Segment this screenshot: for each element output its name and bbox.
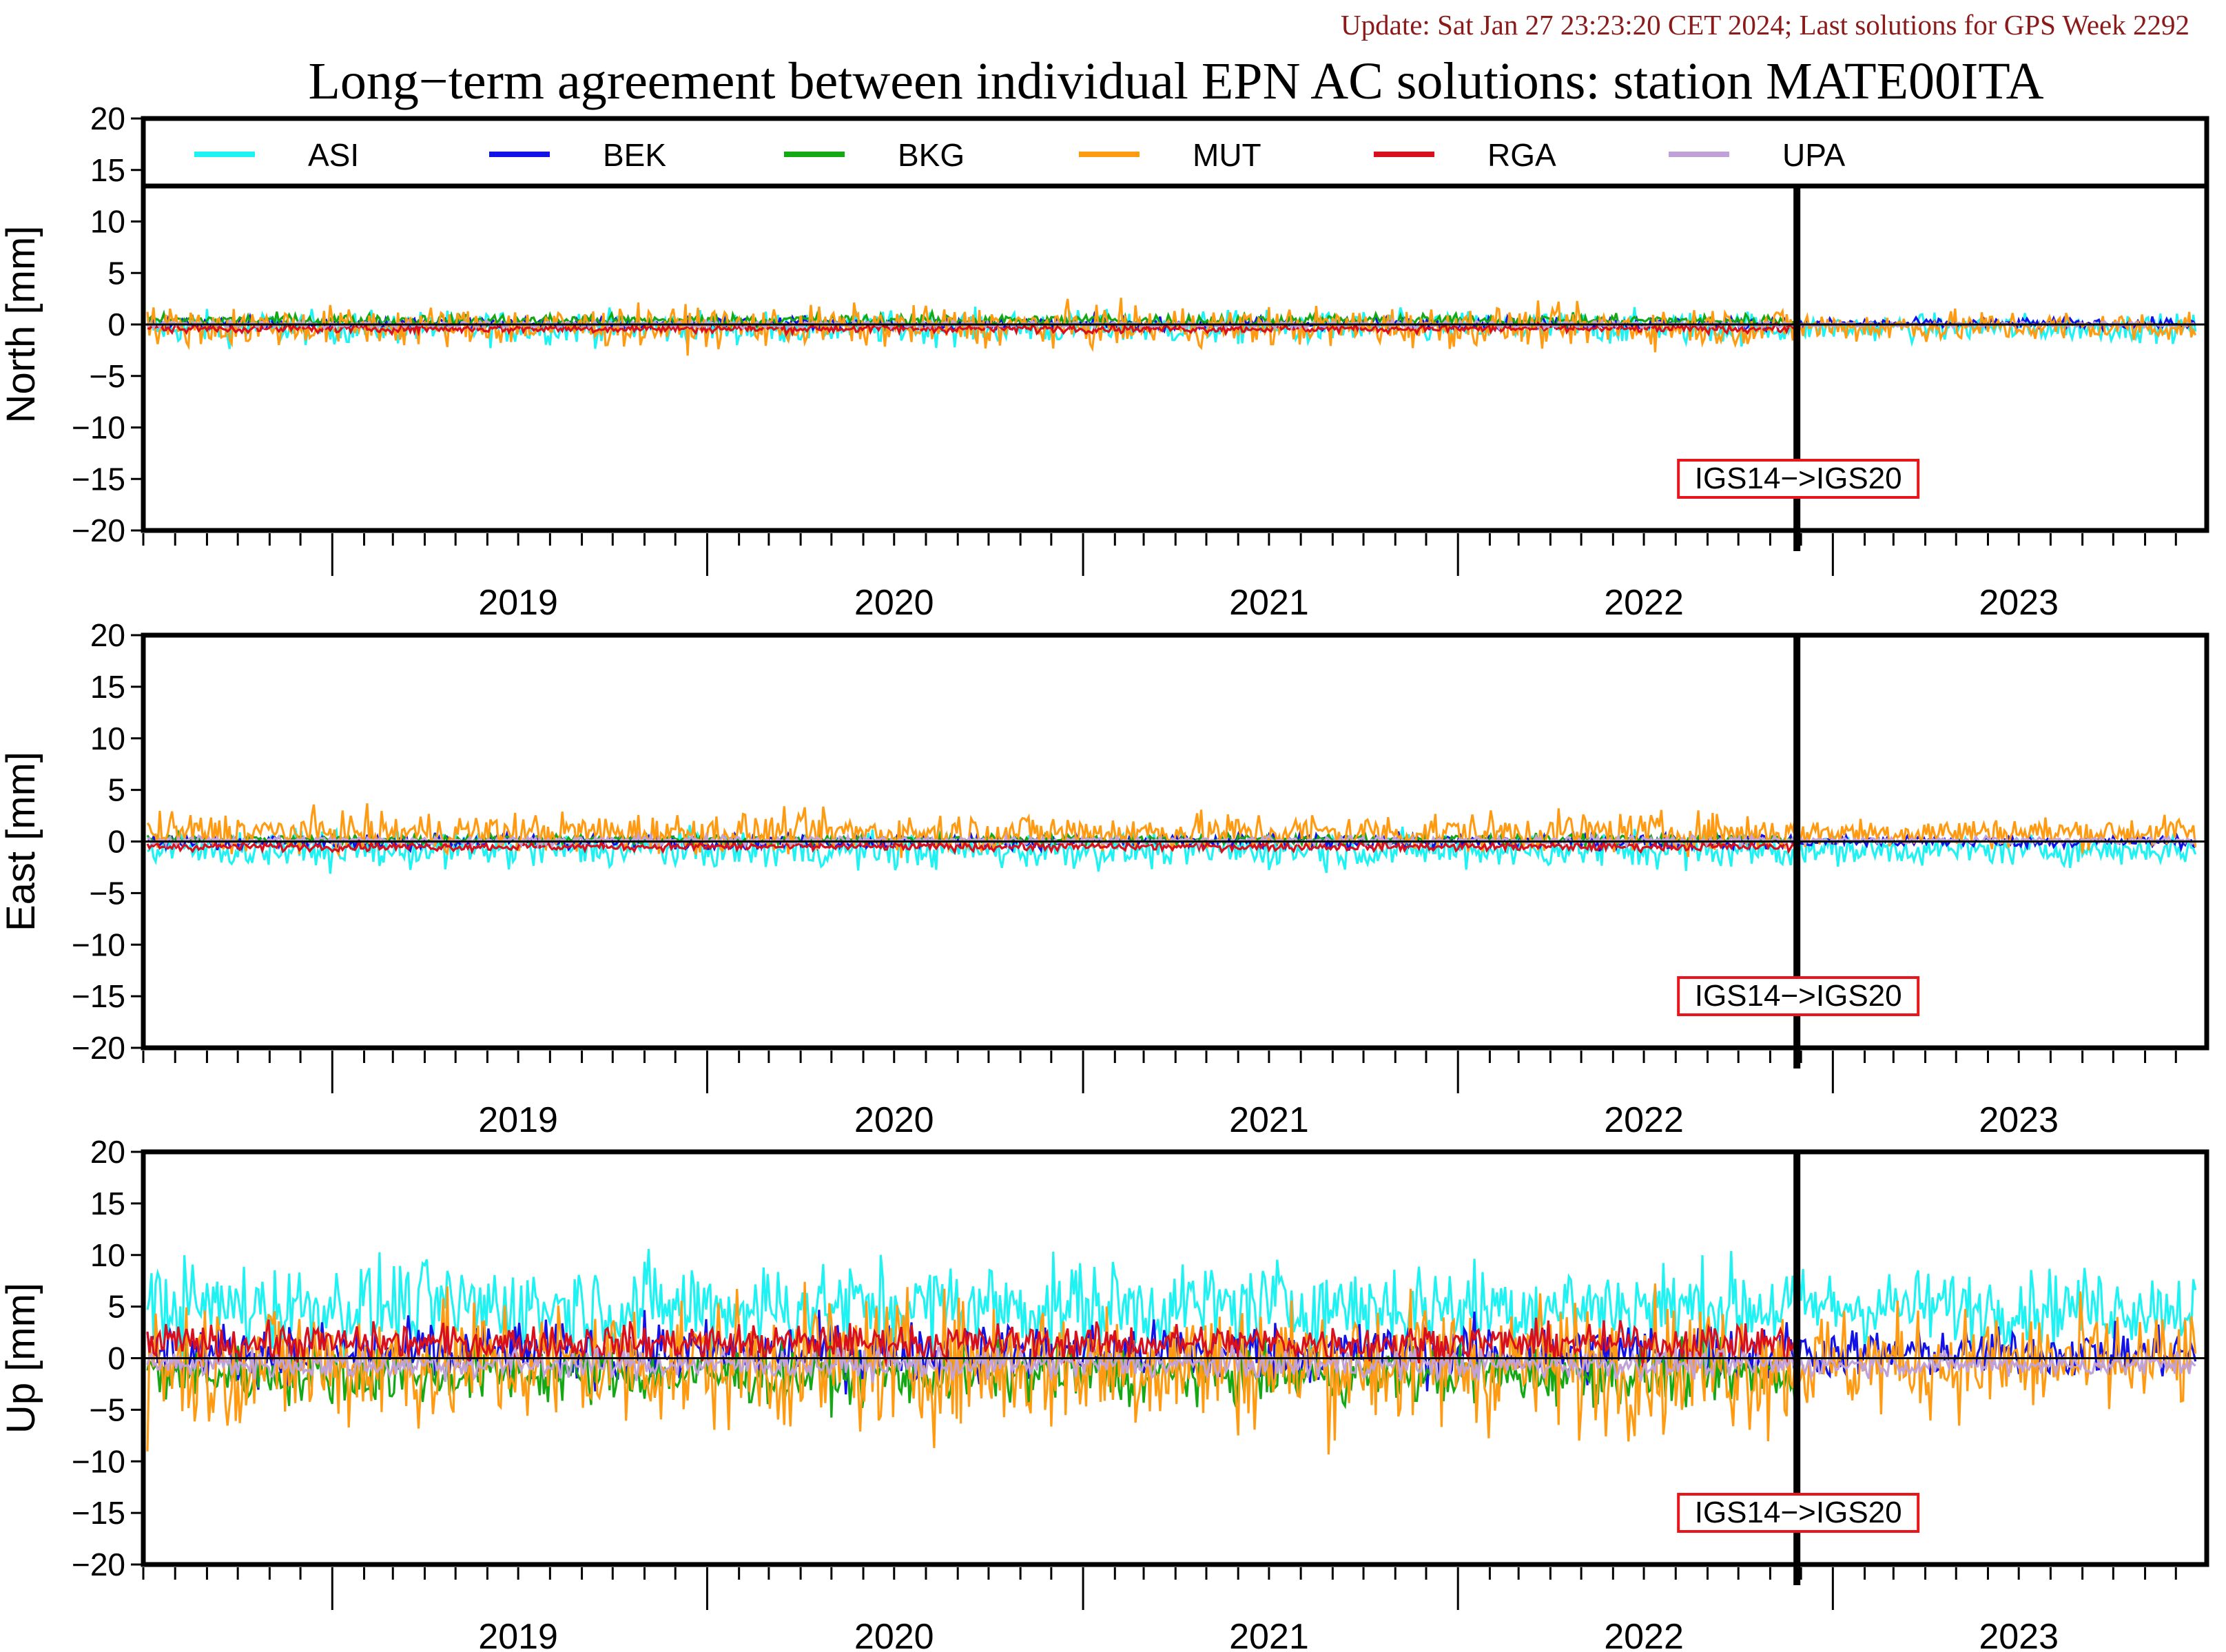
x-year-label: 2023 — [1979, 1617, 2059, 1652]
annotation-box — [1677, 976, 1920, 1016]
annotation-label: IGS14−>IGS20 — [1695, 979, 1902, 1013]
x-year-label: 2019 — [478, 583, 558, 623]
y-tick-label: −5 — [90, 1392, 125, 1427]
annotation-label: IGS14−>IGS20 — [1695, 462, 1902, 495]
panel-east: 20 15 10 5 0 −5 −10 −15 −20 East [mm] 2019 2020 2021… — [0, 617, 2209, 1140]
y-tick-label: −10 — [72, 410, 125, 446]
x-year-label: 2021 — [1229, 583, 1309, 623]
series-asi-line — [146, 1248, 2197, 1365]
legend-label-rga: RGA — [1487, 137, 1556, 173]
y-tick-label: −15 — [72, 978, 125, 1014]
x-year-label: 2021 — [1229, 1100, 1309, 1140]
y-tick-label: 5 — [107, 255, 125, 291]
y-tick-label: 10 — [90, 1237, 125, 1273]
y-axis-label: Up [mm] — [0, 1283, 43, 1434]
y-tick-label: 20 — [90, 1134, 125, 1170]
y-tick-label: −15 — [72, 1495, 125, 1531]
y-tick-label: 15 — [90, 1186, 125, 1221]
y-tick-label: −5 — [90, 358, 125, 394]
y-tick-label: 5 — [107, 1289, 125, 1325]
y-tick-label: 0 — [107, 307, 125, 342]
series-rga-line — [147, 320, 1798, 338]
x-year-label: 2022 — [1604, 1617, 1684, 1652]
y-tick-label: 15 — [90, 152, 125, 188]
y-tick-label: −10 — [72, 1443, 125, 1479]
x-year-label: 2021 — [1229, 1617, 1309, 1652]
annotation-box — [1677, 1493, 1920, 1533]
series-upa-line — [147, 831, 2197, 849]
x-year-label: 2022 — [1604, 583, 1684, 623]
annotation-label: IGS14−>IGS20 — [1695, 1496, 1902, 1529]
annotation-box — [1677, 459, 1920, 499]
panel-up: 20 15 10 5 0 −5 −10 −15 −20 Up [mm] 2019 2020 2021 20… — [0, 1134, 2209, 1652]
legend: ASI BEK BKG MUT RGA UPA — [194, 137, 1845, 173]
x-year-label: 2022 — [1604, 1100, 1684, 1140]
series-group — [146, 298, 2197, 356]
y-tick-label: 5 — [107, 772, 125, 808]
series-bkg-line — [146, 1332, 1798, 1418]
x-year-label: 2019 — [478, 1617, 558, 1652]
update-text: Update: Sat Jan 27 23:23:20 CET 2024; La… — [1341, 9, 2189, 41]
y-axis-label: East [mm] — [0, 752, 43, 931]
legend-label-mut: MUT — [1193, 137, 1261, 173]
series-rga-line — [146, 1317, 1798, 1367]
y-tick-label: −15 — [72, 461, 125, 497]
y-tick-label: 0 — [107, 1341, 125, 1376]
y-tick-label: 0 — [107, 824, 125, 860]
x-year-label: 2020 — [854, 1617, 934, 1652]
panel-north: 20 15 10 5 0 −5 −10 −15 −20 North [mm] 2019 2020 202… — [0, 101, 2209, 623]
legend-label-bek: BEK — [603, 137, 666, 173]
x-year-label: 2023 — [1979, 583, 2059, 623]
chart-title: Long−term agreement between individual E… — [308, 52, 2043, 110]
y-tick-label: 15 — [90, 669, 125, 705]
series-group — [146, 1248, 2197, 1455]
y-axis-label: North [mm] — [0, 226, 43, 424]
y-tick-label: −20 — [72, 513, 125, 548]
y-tick-label: −20 — [72, 1547, 125, 1582]
y-tick-label: −10 — [72, 927, 125, 962]
x-year-label: 2020 — [854, 1100, 934, 1140]
x-year-label: 2020 — [854, 583, 934, 623]
x-year-label: 2019 — [478, 1100, 558, 1140]
series-upa-line — [146, 1345, 2196, 1384]
series-group — [146, 803, 2197, 874]
y-tick-label: 20 — [90, 617, 125, 653]
y-tick-label: −20 — [72, 1030, 125, 1066]
series-rga-line — [146, 838, 1797, 855]
y-tick-label: 10 — [90, 204, 125, 240]
legend-label-upa: UPA — [1782, 137, 1845, 173]
x-year-label: 2023 — [1979, 1100, 2059, 1140]
y-tick-label: 10 — [90, 721, 125, 756]
legend-label-asi: ASI — [308, 137, 359, 173]
y-tick-label: −5 — [90, 875, 125, 911]
y-tick-label: 20 — [90, 101, 125, 136]
series-asi-line — [147, 825, 2197, 874]
legend-label-bkg: BKG — [898, 137, 965, 173]
